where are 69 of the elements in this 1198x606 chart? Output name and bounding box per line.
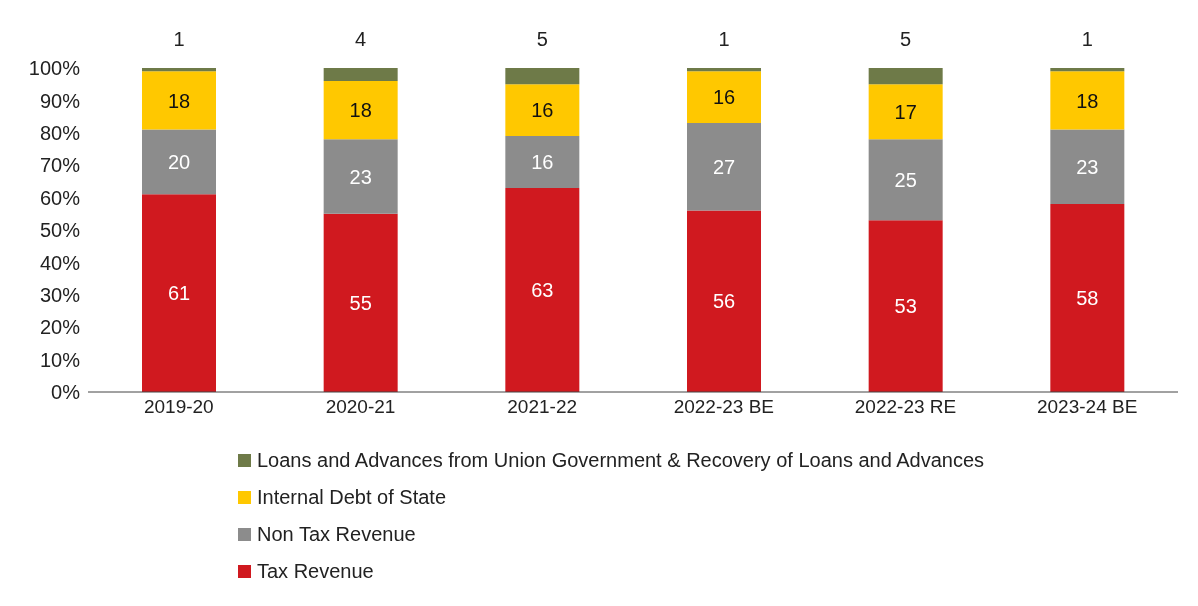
y-tick-label: 20% <box>39 316 81 339</box>
data-label: 4 <box>355 28 367 50</box>
x-tick-label: 2021-22 <box>507 396 578 418</box>
bar <box>687 68 761 72</box>
x-tick-label: 2019-20 <box>143 396 214 418</box>
y-tick-label: 60% <box>39 186 81 209</box>
bar <box>505 84 580 137</box>
bar <box>868 84 943 140</box>
bar <box>323 213 398 392</box>
data-label: 16 <box>531 151 554 174</box>
y-tick-label: 0% <box>51 381 81 404</box>
bar <box>142 71 216 130</box>
data-label: 18 <box>1076 89 1099 112</box>
data-label: 63 <box>531 279 554 302</box>
y-tick-label: 30% <box>39 283 81 306</box>
y-tick-label: 70% <box>39 154 81 177</box>
bar <box>868 139 943 221</box>
y-tick-label: 40% <box>39 251 81 274</box>
bar <box>1050 204 1125 392</box>
x-tick-label: 2020-21 <box>325 396 396 418</box>
x-tick-label: 2023-24 BE <box>1036 396 1138 418</box>
y-tick-label: 100% <box>28 57 81 80</box>
bar <box>1050 68 1125 72</box>
legend-label: Tax Revenue <box>257 560 374 583</box>
y-tick-label: 10% <box>39 348 81 371</box>
bar <box>505 187 580 392</box>
legend-label: Non Tax Revenue <box>257 523 416 546</box>
data-label: 23 <box>349 165 372 188</box>
y-tick-label: 80% <box>39 121 81 144</box>
bar <box>505 68 580 85</box>
bar <box>868 68 943 85</box>
bar <box>142 129 216 195</box>
bar <box>687 71 761 124</box>
data-label: 1 <box>718 28 730 50</box>
data-label: 61 <box>167 282 191 305</box>
x-tick-label: 2022-23 BE <box>673 396 775 418</box>
bar <box>323 139 398 214</box>
data-label: 5 <box>536 28 548 50</box>
data-label: 58 <box>1076 287 1099 310</box>
bar <box>687 123 761 211</box>
legend-label: Internal Debt of State <box>257 486 447 509</box>
data-label: 23 <box>1076 155 1099 178</box>
bar <box>323 80 398 140</box>
bar <box>1050 129 1125 205</box>
data-label: 56 <box>712 290 736 313</box>
x-tick-label: 2022-23 RE <box>854 396 957 418</box>
y-tick-label: 90% <box>39 89 81 112</box>
data-label: 53 <box>894 295 917 318</box>
bar <box>687 210 761 392</box>
data-label: 1 <box>1081 28 1093 50</box>
data-label: 16 <box>531 99 554 122</box>
bar <box>323 68 398 81</box>
y-tick-label: 50% <box>39 219 81 242</box>
bar <box>505 136 580 188</box>
data-label: 20 <box>167 151 191 174</box>
data-label: 16 <box>712 86 736 109</box>
data-label: 55 <box>349 292 372 314</box>
bar <box>142 68 216 72</box>
bar <box>1050 71 1125 130</box>
data-label: 17 <box>894 100 917 123</box>
bar <box>868 220 943 392</box>
data-label: 18 <box>167 89 191 112</box>
bar <box>142 194 216 392</box>
data-label: 1 <box>173 28 185 50</box>
data-label: 27 <box>712 155 736 178</box>
legend-label: Loans and Advances from Union Government & Recovery of Loans and Advances <box>257 449 985 472</box>
data-label: 18 <box>349 99 372 122</box>
data-label: 25 <box>894 168 917 191</box>
data-label: 5 <box>900 28 912 50</box>
